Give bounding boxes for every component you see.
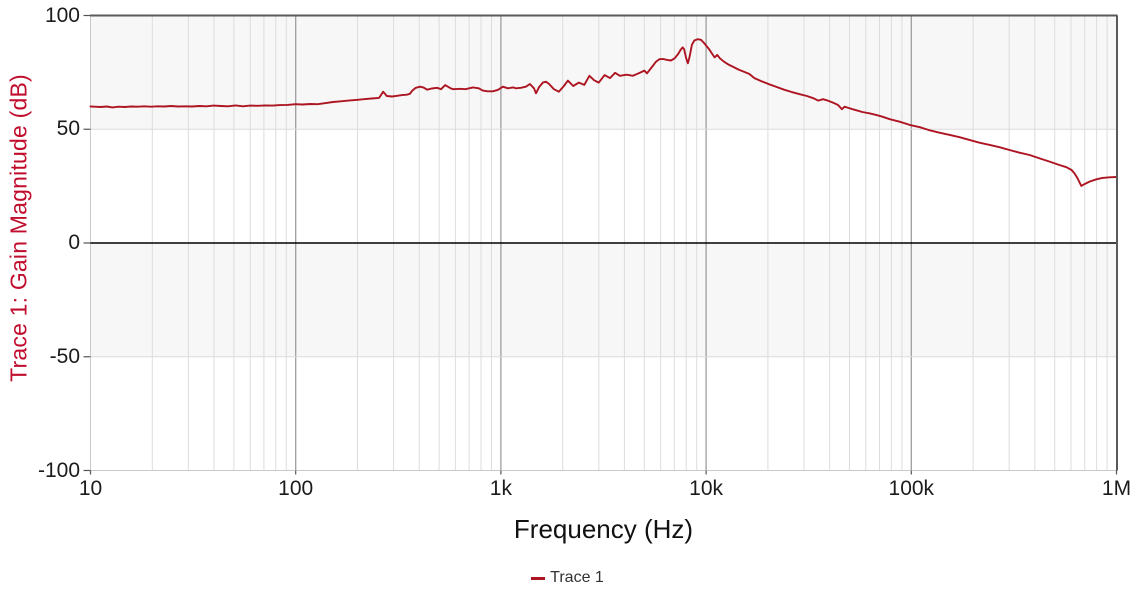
x-axis-title: Frequency (Hz) [513, 514, 694, 544]
y-tick-100: 100 [44, 3, 80, 27]
x-tick-1k: 1k [489, 477, 512, 500]
y-tick-50: 50 [56, 117, 80, 141]
legend-trace1-swatch [531, 576, 546, 580]
y-tick-0: 0 [68, 231, 80, 254]
band-0-neg50 [90, 243, 1117, 357]
y-tick--100: -100 [37, 458, 80, 482]
legend[interactable]: Trace 1 [0, 567, 1135, 589]
x-tick-10: 10 [78, 477, 103, 500]
y-tick--50: -50 [49, 344, 80, 368]
x-tick-1M: 1M [1101, 477, 1132, 500]
trace-1-line[interactable] [89, 38, 1118, 187]
legend-trace1-label: Trace 1 [550, 569, 604, 586]
x-tick-100: 100 [278, 477, 314, 500]
band-100-50 [90, 15, 1117, 130]
x-tick-10k: 10k [689, 477, 724, 500]
x-tick-100k: 100k [888, 477, 935, 500]
